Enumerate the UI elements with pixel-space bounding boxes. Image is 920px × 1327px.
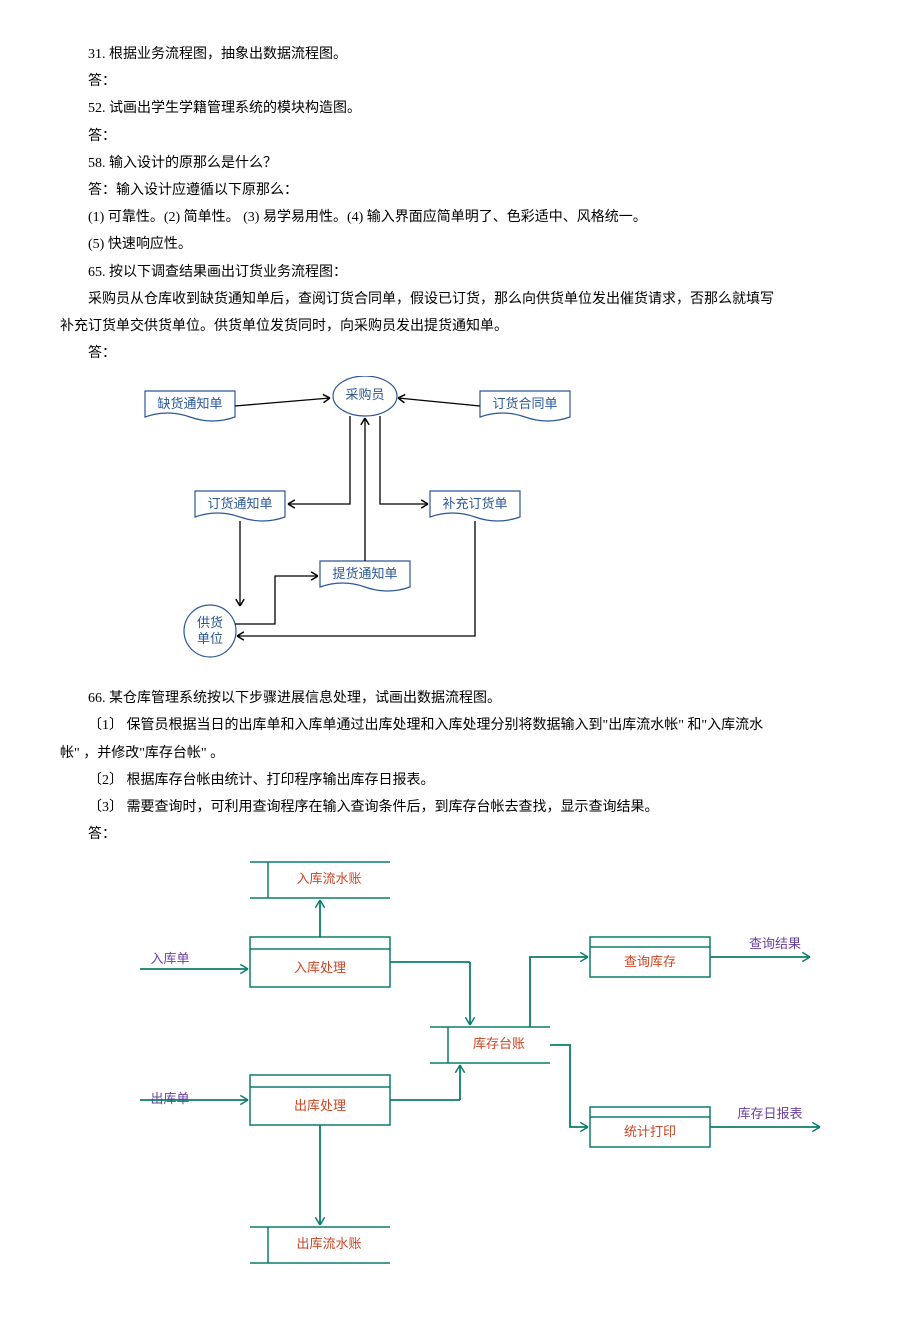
q66-1a: 〔1〕 保管员根据当日的出库单和入库单通过出库处理和入库处理分别将数据输入到"出… (60, 713, 860, 738)
q58: 58. 输入设计的原那么是什么？ (60, 151, 860, 176)
svg-text:出库流水账: 出库流水账 (296, 1236, 361, 1251)
svg-text:出库处理: 出库处理 (294, 1098, 346, 1113)
a31: 答： (60, 69, 860, 94)
q66-1b: 帐" ，并修改"库存台帐" 。 (60, 741, 860, 766)
diagram-1-ordering-flow: 缺货通知单 采购员订货合同单订货通知单 补充订货单提货通知单供货单位 (130, 376, 860, 676)
svg-text:查询库存: 查询库存 (624, 954, 676, 969)
svg-text:订货通知单: 订货通知单 (207, 496, 272, 511)
svg-text:入库处理: 入库处理 (294, 960, 346, 975)
svg-text:查询结果: 查询结果 (749, 936, 801, 951)
svg-text:补充订货单: 补充订货单 (442, 496, 507, 511)
q65-body1: 采购员从仓库收到缺货通知单后，查阅订货合同单，假设已订货，那么向供货单位发出催货… (60, 287, 860, 312)
q31: 31. 根据业务流程图，抽象出数据流程图。 (60, 42, 860, 67)
svg-text:入库流水账: 入库流水账 (296, 871, 361, 886)
svg-text:单位: 单位 (197, 631, 223, 646)
diagram-2-warehouse-dfd: 入库流水账入库处理 查询库存库存台账出库处理统计打印出库流水账 入库单出库单 查询结果… (130, 857, 860, 1277)
a58: 答：输入设计应遵循以下原那么： (60, 178, 860, 203)
q52: 52. 试画出学生学籍管理系统的模块构造图。 (60, 96, 860, 121)
q66-2: 〔2〕 根据库存台帐由统计、打印程序输出库存日报表。 (60, 768, 860, 793)
a58-1: (1) 可靠性。(2) 简单性。 (3) 易学易用性。(4) 输入界面应简单明了… (60, 205, 860, 230)
a65: 答： (60, 341, 860, 366)
q65: 65. 按以下调查结果画出订货业务流程图： (60, 260, 860, 285)
svg-text:提货通知单: 提货通知单 (332, 566, 397, 581)
svg-text:库存台账: 库存台账 (473, 1036, 525, 1051)
svg-text:采购员: 采购员 (345, 387, 384, 402)
svg-text:供货: 供货 (197, 615, 223, 630)
a52: 答： (60, 124, 860, 149)
q65-body2: 补充订货单交供货单位。供货单位发货同时，向采购员发出提货通知单。 (60, 314, 860, 339)
svg-text:出库单: 出库单 (150, 1091, 189, 1106)
q66-3: 〔3〕 需要查询时，可利用查询程序在输入查询条件后，到库存台帐去查找，显示查询结… (60, 795, 860, 820)
svg-text:统计打印: 统计打印 (624, 1124, 676, 1139)
svg-text:订货合同单: 订货合同单 (492, 396, 557, 411)
svg-text:缺货通知单: 缺货通知单 (157, 396, 222, 411)
a66: 答： (60, 822, 860, 847)
a58-2: (5) 快速响应性。 (60, 232, 860, 257)
svg-text:入库单: 入库单 (150, 951, 189, 966)
svg-text:库存日报表: 库存日报表 (737, 1106, 802, 1121)
q66: 66. 某仓库管理系统按以下步骤进展信息处理，试画出数据流程图。 (60, 686, 860, 711)
